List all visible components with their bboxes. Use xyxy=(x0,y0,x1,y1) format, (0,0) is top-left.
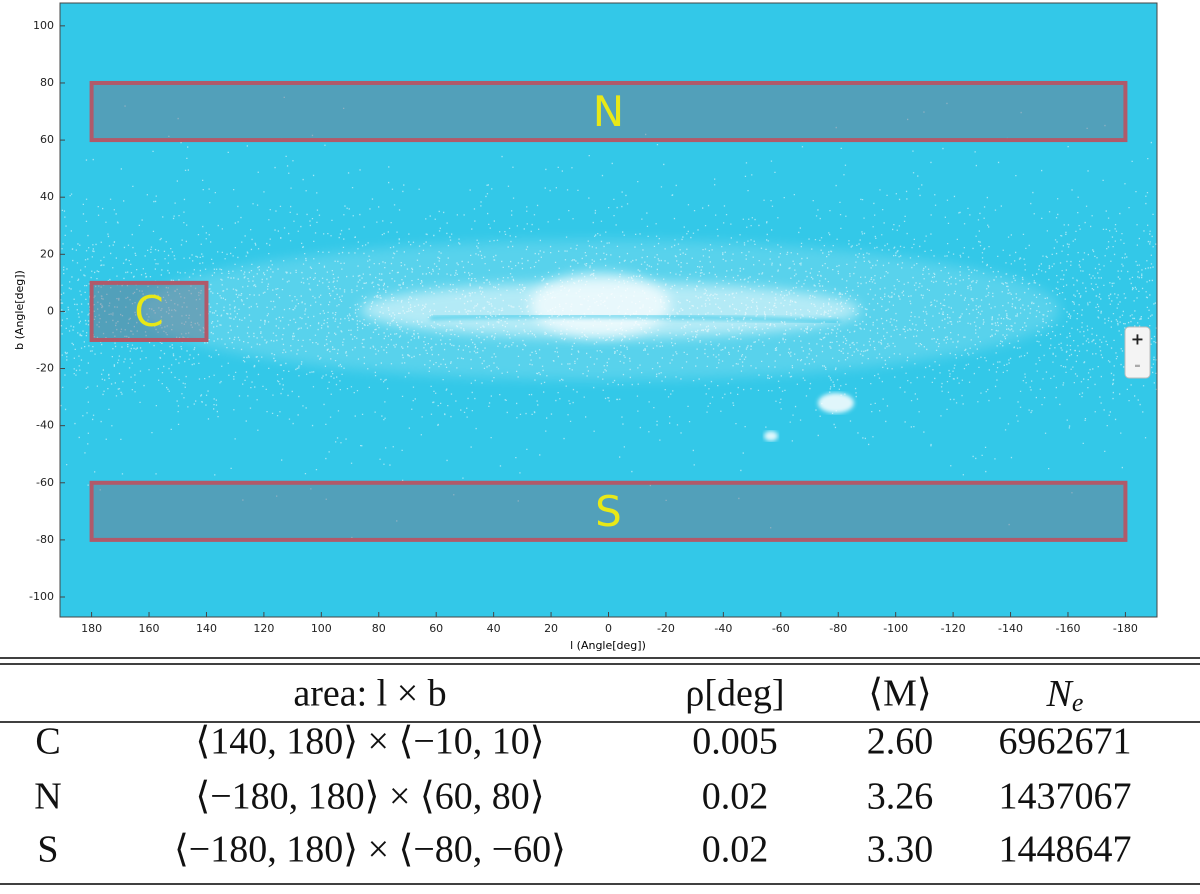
x-tick-label: -80 xyxy=(829,622,847,635)
zoom-box xyxy=(1124,326,1151,379)
y-tick-label: 40 xyxy=(40,190,54,203)
y-tick-label: 80 xyxy=(40,76,54,89)
y-tick-label: -100 xyxy=(29,590,54,603)
table-header: area: l × b xyxy=(293,673,446,715)
table-header: ρ[deg] xyxy=(685,673,784,715)
x-tick-label: 180 xyxy=(81,622,102,635)
x-tick-label: -140 xyxy=(998,622,1023,635)
x-tick-label: 100 xyxy=(311,622,332,635)
region xyxy=(89,280,209,342)
lmc xyxy=(818,393,854,413)
table-cell: 6962671 xyxy=(999,721,1132,763)
table-cell: 3.30 xyxy=(867,829,934,871)
header-sub: e xyxy=(1072,688,1084,717)
x-tick-label: 120 xyxy=(253,622,274,635)
region-label: C xyxy=(134,287,163,336)
x-tick-label: -60 xyxy=(772,622,790,635)
table-cell: 1448647 xyxy=(999,829,1132,871)
x-tick-label: 160 xyxy=(139,622,160,635)
galaxy-bulge xyxy=(530,273,670,337)
star-field xyxy=(60,96,1157,539)
table-cell: ⟨−180, 180⟩ × ⟨−80, −60⟩ xyxy=(174,829,566,871)
y-tick-label: 20 xyxy=(40,247,54,260)
x-tick-label: -100 xyxy=(883,622,908,635)
x-axis-label: l (Angle[deg]) xyxy=(570,639,646,652)
table-cell: N xyxy=(34,776,61,818)
galaxy-decoration xyxy=(60,96,1157,539)
table-cell: C xyxy=(35,721,60,763)
y-tick-label: 60 xyxy=(40,133,54,146)
x-tick-label: -160 xyxy=(1055,622,1080,635)
y-tick-label: -40 xyxy=(36,419,54,432)
x-tick-label: 60 xyxy=(429,622,443,635)
x-tick-label: 0 xyxy=(605,622,612,635)
y-tick-label: -80 xyxy=(36,533,54,546)
region xyxy=(89,480,1128,542)
zoom-button[interactable]: - xyxy=(1134,356,1141,375)
table-cell: 0.02 xyxy=(702,829,769,871)
x-tick-label: -120 xyxy=(941,622,966,635)
table-header: Ne xyxy=(1046,673,1084,717)
table-cell: 1437067 xyxy=(999,776,1132,818)
y-tick-label: -60 xyxy=(36,476,54,489)
zoom-button[interactable]: + xyxy=(1131,330,1144,349)
table-header: ⟨M⟩ xyxy=(868,673,931,715)
y-tick-label: 0 xyxy=(47,304,54,317)
dust-lane xyxy=(429,313,841,324)
y-tick-label: 100 xyxy=(33,19,54,32)
y-tick-label: -20 xyxy=(36,362,54,375)
region-label: S xyxy=(595,487,622,536)
header-main: N xyxy=(1046,673,1075,715)
region xyxy=(89,80,1128,143)
y-axis-label: b (Angle[deg]) xyxy=(13,270,26,350)
x-tick-label: -20 xyxy=(657,622,675,635)
table-cell: S xyxy=(37,829,58,871)
table-cell: ⟨−180, 180⟩ × ⟨60, 80⟩ xyxy=(195,776,544,818)
x-tick-label: 20 xyxy=(544,622,558,635)
table-cell: 3.26 xyxy=(867,776,934,818)
table-cell: 2.60 xyxy=(867,721,934,763)
region-label: N xyxy=(593,87,624,136)
smc xyxy=(764,431,778,441)
x-tick-label: -40 xyxy=(714,622,732,635)
x-tick-label: 80 xyxy=(372,622,386,635)
table-cell: ⟨140, 180⟩ × ⟨−10, 10⟩ xyxy=(195,721,544,763)
x-tick-label: -180 xyxy=(1113,622,1138,635)
table-cell: 0.02 xyxy=(702,776,769,818)
x-tick-label: 140 xyxy=(196,622,217,635)
x-tick-label: 40 xyxy=(487,622,501,635)
table-cell: 0.005 xyxy=(692,721,778,763)
